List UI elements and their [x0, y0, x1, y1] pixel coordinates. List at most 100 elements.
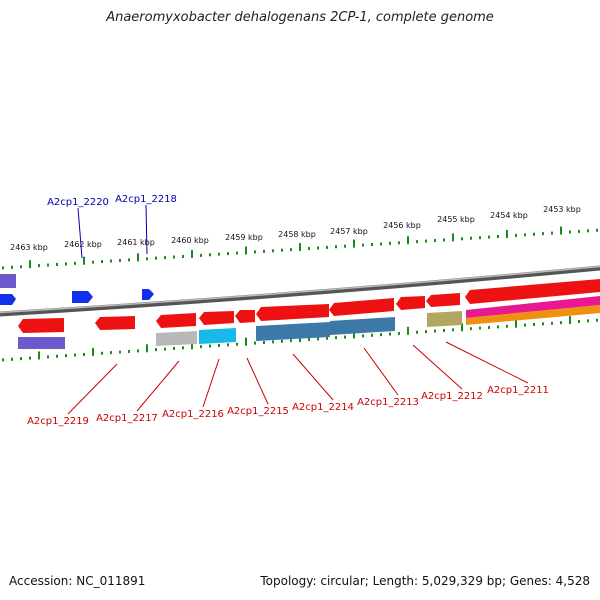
- reverse-genes: [18, 279, 600, 333]
- gene-label-top[interactable]: A2cp1_2220: [47, 197, 109, 208]
- ruler-dot: [137, 349, 139, 353]
- ruler-dot: [515, 233, 517, 237]
- gene-label-bottom[interactable]: A2cp1_2219: [27, 416, 89, 427]
- gene-red[interactable]: [18, 318, 64, 333]
- gene-red[interactable]: [329, 298, 394, 316]
- ruler-major-tick: [92, 347, 94, 356]
- genome-summary: Topology: circular; Length: 5,029,329 bp…: [260, 574, 590, 588]
- feature-bar[interactable]: [466, 305, 600, 325]
- lower-ruler: [2, 316, 598, 362]
- gene-blue[interactable]: [72, 291, 93, 303]
- kbp-label: 2455 kbp: [437, 215, 475, 224]
- ruler-dot: [182, 346, 184, 350]
- feature-bar[interactable]: [427, 311, 462, 327]
- ruler-dot: [200, 345, 202, 349]
- ruler-major-tick: [191, 341, 193, 350]
- gene-red[interactable]: [465, 279, 600, 304]
- ruler-dot: [308, 246, 310, 250]
- ruler-dot: [92, 260, 94, 264]
- ruler-dot: [128, 349, 130, 353]
- gene-blue[interactable]: [0, 294, 16, 305]
- leader-line: [246, 357, 269, 405]
- ruler-dot: [389, 241, 391, 245]
- upper-ruler: [2, 226, 598, 270]
- ruler-dot: [101, 260, 103, 264]
- gene-label-bottom[interactable]: A2cp1_2212: [421, 391, 483, 402]
- feature-bar[interactable]: [256, 322, 330, 341]
- gene-label-bottom[interactable]: A2cp1_2214: [292, 402, 354, 413]
- gene-red[interactable]: [95, 316, 135, 330]
- leader-line: [363, 347, 399, 396]
- ruler-dot: [272, 249, 274, 253]
- ruler-dot: [425, 239, 427, 243]
- gene-label-bottom[interactable]: A2cp1_2213: [357, 397, 419, 408]
- ruler-major-tick: [137, 253, 139, 262]
- kbp-labels: 2463 kbp 2462 kbp 2461 kbp 2460 kbp 2459 kbp…: [10, 205, 581, 252]
- gene-red[interactable]: [199, 311, 234, 325]
- ruler-dot: [218, 343, 220, 347]
- ruler-dot: [488, 235, 490, 239]
- ruler-dot: [524, 233, 526, 237]
- ruler-dot: [344, 244, 346, 248]
- ruler-dot: [308, 337, 310, 341]
- ruler-dot: [551, 231, 553, 235]
- ruler-dot: [497, 325, 499, 329]
- ruler-dot: [128, 258, 130, 262]
- forward-genes: [0, 274, 154, 305]
- leader-line: [67, 363, 118, 415]
- feature-bar[interactable]: [156, 331, 197, 346]
- ruler-dot: [227, 343, 229, 347]
- feature-bar[interactable]: [466, 296, 600, 318]
- ruler-dot: [173, 346, 175, 350]
- ruler-dot: [56, 262, 58, 266]
- gene-blue[interactable]: [0, 274, 16, 288]
- ruler-dot: [38, 264, 40, 268]
- ruler-major-tick: [38, 351, 40, 360]
- ruler-dot: [488, 325, 490, 329]
- ruler-major-tick: [461, 323, 463, 332]
- ruler-dot: [542, 322, 544, 326]
- gene-red[interactable]: [256, 304, 329, 321]
- ruler-dot: [182, 254, 184, 258]
- ruler-dot: [281, 248, 283, 252]
- ruler-major-tick: [353, 239, 355, 248]
- ruler-dot: [389, 332, 391, 336]
- ruler-dot: [65, 262, 67, 266]
- ruler-dot: [290, 339, 292, 343]
- gene-label-bottom[interactable]: A2cp1_2217: [96, 413, 158, 424]
- ruler-dot: [290, 248, 292, 252]
- ruler-major-tick: [83, 256, 85, 265]
- feature-bars: [18, 296, 600, 349]
- gene-label-bottom[interactable]: A2cp1_2215: [227, 406, 289, 417]
- ruler-dot: [416, 330, 418, 334]
- leader-line: [445, 341, 529, 384]
- feature-bar[interactable]: [330, 317, 395, 335]
- gene-label-top[interactable]: A2cp1_2218: [115, 194, 177, 205]
- ruler-dot: [281, 339, 283, 343]
- gene-red[interactable]: [156, 313, 196, 328]
- ruler-dot: [317, 337, 319, 341]
- ruler-dot: [578, 319, 580, 323]
- ruler-dot: [461, 237, 463, 241]
- gene-blue[interactable]: [142, 289, 154, 300]
- leader-line: [145, 204, 148, 255]
- kbp-label: 2459 kbp: [225, 233, 263, 242]
- ruler-dot: [47, 355, 49, 359]
- ruler-dot: [380, 242, 382, 246]
- gene-red[interactable]: [235, 310, 255, 323]
- feature-bar[interactable]: [18, 337, 65, 349]
- ruler-dot: [587, 229, 589, 233]
- leader-line: [292, 353, 334, 401]
- gene-red[interactable]: [396, 296, 425, 310]
- ruler-dot: [155, 348, 157, 352]
- gene-label-bottom[interactable]: A2cp1_2216: [162, 409, 224, 420]
- ruler-major-tick: [191, 249, 193, 258]
- feature-bar[interactable]: [199, 328, 236, 344]
- gene-red[interactable]: [426, 293, 460, 307]
- kbp-label: 2461 kbp: [117, 238, 155, 247]
- ruler-dot: [362, 334, 364, 338]
- gene-label-bottom[interactable]: A2cp1_2211: [487, 385, 549, 396]
- ruler-dot: [263, 249, 265, 253]
- ruler-dot: [434, 329, 436, 333]
